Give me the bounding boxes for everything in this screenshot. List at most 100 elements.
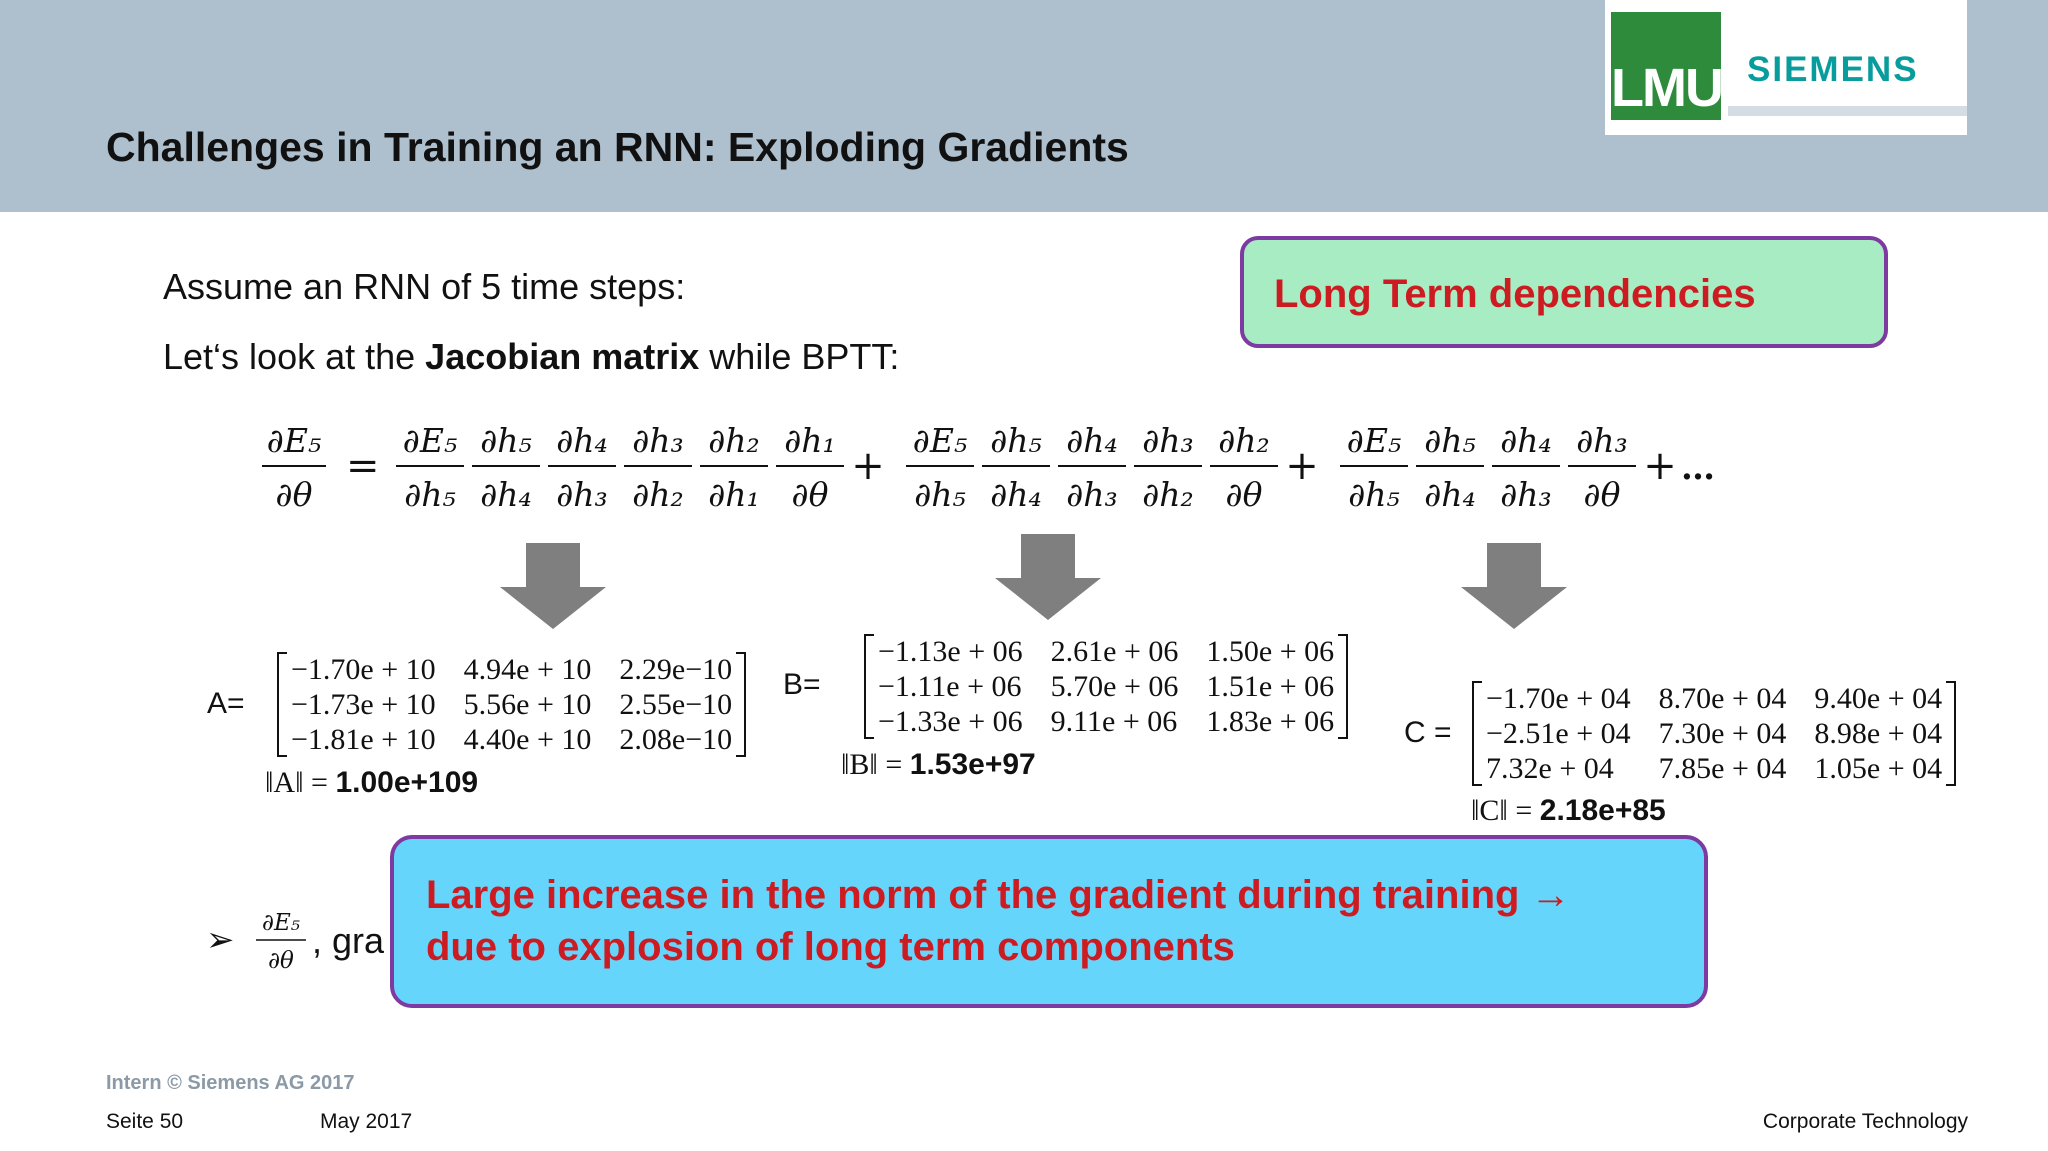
eq-plus: +: [1285, 443, 1319, 489]
eq-lhs-denominator: ∂θ: [276, 475, 313, 514]
jacobian-line: Let‘s look at the Jacobian matrix while …: [163, 336, 899, 378]
matrix-a-left-bracket: [277, 652, 287, 757]
matrix-b-cell: 1.83e + 06: [1206, 705, 1335, 738]
matrix-b-label: B=: [783, 668, 821, 701]
intro-line: Assume an RNN of 5 time steps:: [163, 266, 686, 307]
matrix-c-cell: 9.40e + 04: [1814, 682, 1943, 715]
matrix-a-row-2: −1.73e + 10 5.56e + 10 2.55e−10: [277, 687, 746, 722]
matrix-c-norm-value: 2.18e+85: [1539, 794, 1666, 827]
matrix-a-cell: 2.29e−10: [619, 653, 733, 686]
siemens-logo: SIEMENS: [1747, 50, 1919, 89]
eq-term1-numerator: ∂h₄: [556, 421, 608, 460]
bullet-arrow-icon: ➢: [206, 921, 235, 959]
lmu-logo: LMU: [1611, 12, 1724, 120]
footer-page-number: Seite 50: [106, 1110, 184, 1133]
matrix-c-row-3: 7.32e + 04 7.85e + 04 1.05e + 04: [1472, 751, 1956, 786]
eq-lhs-numerator: ∂E₅: [267, 421, 321, 460]
matrix-c-cell: −1.70e + 04: [1486, 682, 1631, 715]
eq-term2-numerator: ∂h₃: [1142, 421, 1194, 460]
matrix-a-cell: 2.08e−10: [619, 723, 733, 756]
eq-term2-numerator: ∂E₅: [913, 421, 967, 460]
exploding-gradient-callout: Large increase in the norm of the gradie…: [390, 835, 1708, 1008]
eq-term3-denominator: ∂h₅: [1348, 475, 1400, 514]
callout-line-1: Large increase in the norm of the gradie…: [426, 873, 1571, 917]
bullet-fraction-denominator: ∂θ: [268, 948, 294, 974]
matrix-c: −1.70e + 04 8.70e + 04 9.40e + 04 −2.51e +…: [1472, 681, 1957, 786]
slide-title: Challenges in Training an RNN: Exploding…: [106, 124, 1129, 170]
eq-term2-denominator: ∂h₅: [914, 475, 966, 514]
matrix-a-right-bracket: [736, 652, 747, 757]
eq-term1-denominator: ∂h₂: [632, 475, 684, 514]
matrix-c-right-bracket: [1946, 681, 1957, 786]
matrix-b-cell: −1.11e + 06: [878, 670, 1022, 703]
eq-term1-numerator: ∂h₅: [480, 421, 532, 460]
matrix-b-norm: ‖B‖ = 1.53e+97: [841, 748, 1036, 782]
eq-term2-numerator: ∂h₄: [1066, 421, 1118, 460]
matrix-c-table: −1.70e + 04 8.70e + 04 9.40e + 04 −2.51e +…: [1472, 681, 1956, 786]
matrix-c-row-2: −2.51e + 04 7.30e + 04 8.98e + 04: [1472, 716, 1956, 751]
lmu-logo-text: LMU: [1611, 58, 1724, 118]
eq-term1-numerator: ∂E₅: [403, 421, 457, 460]
matrix-b-right-bracket: [1338, 634, 1349, 739]
matrix-a-cell: −1.73e + 10: [291, 688, 436, 721]
matrix-a-norm: ‖A‖ = 1.00e+109: [265, 766, 478, 800]
eq-ellipsis: …: [1681, 448, 1715, 488]
eq-term3-numerator: ∂h₄: [1500, 421, 1552, 460]
matrix-b-cell: 1.51e + 06: [1206, 670, 1335, 703]
eq-term3-denominator: ∂θ: [1584, 475, 1621, 514]
eq-term3-denominator: ∂h₄: [1424, 475, 1476, 514]
eq-term3-numerator: ∂E₅: [1347, 421, 1401, 460]
eq-term2-numerator: ∂h₂: [1218, 421, 1270, 460]
matrix-c-norm: ‖C‖ = 2.18e+85: [1471, 794, 1666, 828]
eq-plus: +: [851, 443, 885, 489]
exploding-gradient-callout-text: Large increase in the norm of the gradie…: [426, 869, 1571, 973]
eq-term1-numerator: ∂h₃: [632, 421, 684, 460]
matrix-c-row-1: −1.70e + 04 8.70e + 04 9.40e + 04: [1472, 681, 1956, 716]
eq-term3-numerator: ∂h₃: [1576, 421, 1628, 460]
matrix-c-cell: 7.32e + 04: [1486, 752, 1614, 785]
matrix-b-cell: 9.11e + 06: [1050, 705, 1178, 738]
jacobian-line-post: while BPTT:: [699, 336, 900, 377]
eq-plus: +: [1643, 443, 1677, 489]
matrix-b-row-1: −1.13e + 06 2.61e + 06 1.50e + 06: [864, 634, 1348, 669]
matrix-b: −1.13e + 06 2.61e + 06 1.50e + 06 −1.11e +…: [864, 634, 1349, 739]
matrix-a-row-1: −1.70e + 10 4.94e + 10 2.29e−10: [277, 652, 746, 687]
callout-line-2: due to explosion of long term components: [426, 925, 1235, 969]
matrix-b-cell: 5.70e + 06: [1050, 670, 1179, 703]
eq-term2-denominator: ∂h₂: [1142, 475, 1194, 514]
eq-term1-denominator: ∂h₁: [708, 475, 760, 514]
matrix-a-cell: −1.81e + 10: [291, 723, 436, 756]
matrix-b-cell: 1.50e + 06: [1206, 635, 1335, 668]
matrix-b-cell: −1.13e + 06: [878, 635, 1023, 668]
eq-term1-denominator: ∂θ: [792, 475, 829, 514]
footer-department: Corporate Technology: [1762, 1110, 1968, 1133]
eq-term2-denominator: ∂θ: [1226, 475, 1263, 514]
jacobian-line-pre: Let‘s look at the: [163, 336, 426, 377]
matrix-b-norm-value: 1.53e+97: [909, 748, 1036, 781]
eq-term3-numerator: ∂h₅: [1424, 421, 1476, 460]
gradient-equation: ∂E₅ ∂θ = ∂E₅ ∂h₅ ∂h₅ ∂h₄ ∂h₄ ∂h₃ ∂h₃ ∂h₂ ∂h₂ ∂h₁ ∂…: [262, 421, 1715, 514]
bullet-fraction-numerator: ∂E₅: [262, 910, 300, 936]
jacobian-line-bold: Jacobian matrix: [425, 336, 700, 377]
matrix-c-label: C =: [1404, 716, 1452, 749]
matrix-a-label: A=: [207, 687, 245, 720]
eq-term2-denominator: ∂h₃: [1066, 475, 1118, 514]
eq-term2-numerator: ∂h₅: [990, 421, 1042, 460]
matrix-b-cell: 2.61e + 06: [1050, 635, 1179, 668]
down-arrow-1: [500, 543, 606, 629]
eq-term1-numerator: ∂h₁: [784, 421, 836, 460]
eq-term1-denominator: ∂h₅: [404, 475, 456, 514]
matrix-a-cell: 4.40e + 10: [463, 723, 592, 756]
matrix-c-cell: 1.05e + 04: [1814, 752, 1943, 785]
footer-copyright: Intern © Siemens AG 2017: [106, 1072, 355, 1094]
matrix-c-left-bracket: [1472, 681, 1482, 786]
matrix-b-cell: −1.33e + 06: [878, 705, 1023, 738]
matrix-b-row-2: −1.11e + 06 5.70e + 06 1.51e + 06: [864, 669, 1348, 704]
bullet-fraction: ∂E₅ ∂θ: [256, 910, 306, 974]
bullet-text: , gra: [312, 920, 385, 961]
matrix-a-table: −1.70e + 10 4.94e + 10 2.29e−10 −1.73e + 1…: [277, 652, 746, 757]
matrix-a-cell: 4.94e + 10: [463, 653, 592, 686]
matrix-c-cell: 8.70e + 04: [1658, 682, 1787, 715]
matrix-a-cell: −1.70e + 10: [291, 653, 436, 686]
matrix-b-table: −1.13e + 06 2.61e + 06 1.50e + 06 −1.11e +…: [864, 634, 1348, 739]
